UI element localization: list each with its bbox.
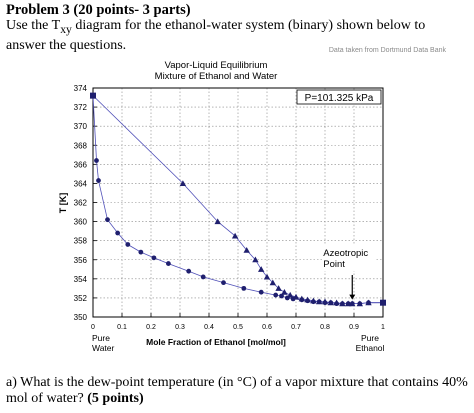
problem-intro: Use the Txy diagram for the ethanol-wate…	[6, 18, 468, 54]
y-tick-label: 356	[74, 256, 88, 265]
dew-point-marker	[356, 300, 363, 307]
dew-point-marker	[292, 293, 300, 300]
y-tick-label: 352	[74, 294, 88, 303]
y-tick-label: 366	[74, 160, 88, 169]
y-tick-label: 368	[74, 141, 88, 150]
bubble-point	[166, 261, 171, 266]
x-tick-label: 0.7	[291, 324, 301, 331]
y-tick-label: 362	[74, 199, 88, 208]
x-tick-label: 0.8	[320, 324, 330, 331]
dew-point-marker	[269, 279, 276, 286]
problem-title: Problem 3 (20 points- 3 parts)	[6, 2, 191, 18]
bubble-point	[186, 268, 192, 274]
y-tick-label: 370	[74, 122, 88, 131]
bubble-point	[96, 178, 101, 183]
dew-point-marker	[179, 180, 187, 186]
bubble-point	[115, 230, 121, 236]
x-tick-label: 0.2	[146, 324, 156, 331]
bubble-point	[125, 242, 131, 247]
bubble-point	[94, 158, 99, 163]
x-tick-label: 1	[381, 324, 385, 331]
bubble-point	[138, 249, 144, 255]
bubble-point	[258, 289, 264, 295]
pressure-box	[296, 89, 382, 105]
x-tick-label: 0.3	[175, 324, 185, 331]
dew-point-marker	[231, 232, 239, 239]
bubble-point	[273, 292, 279, 298]
dew-point-marker	[316, 298, 323, 305]
y-axis-label: T [K]	[58, 193, 68, 214]
bubble-point	[221, 280, 226, 286]
dew-point-marker	[214, 218, 221, 225]
dew-point-marker	[333, 299, 340, 306]
bubble-point	[279, 293, 284, 299]
y-tick-label: 358	[74, 237, 88, 246]
dew-point-marker	[252, 256, 259, 263]
azeotrope-arrow-head	[349, 294, 356, 300]
x-end-right-label: Ethanol	[356, 343, 385, 353]
question-a-points: (5 points)	[87, 391, 144, 406]
dew-point-marker	[258, 266, 265, 272]
bubble-point	[200, 274, 206, 280]
x-tick-label: 0	[91, 324, 95, 331]
dew-point-marker	[263, 273, 271, 280]
dew-point-marker	[349, 300, 356, 307]
x-end-left-label: Water	[92, 343, 115, 353]
intro-text-end: diagram for the ethanol-water system (bi…	[6, 18, 426, 53]
azeotrope-annotation-label: Point	[323, 259, 345, 270]
x-tick-label: 0.6	[262, 324, 272, 331]
question-a: a) What is the dew-point temperature (in…	[6, 375, 468, 407]
annotation-background	[322, 245, 377, 271]
x-tick-label: 0.5	[233, 324, 243, 331]
question-a-text: a) What is the dew-point temperature (in…	[6, 375, 468, 406]
dew-point-marker	[243, 247, 250, 253]
x-tick-label: 0.9	[349, 324, 359, 331]
dew-point-marker	[281, 288, 288, 295]
dew-point-marker	[298, 295, 305, 302]
bubble-point	[105, 217, 110, 223]
x-tick-label: 0.1	[117, 324, 127, 331]
dew-point-marker	[310, 297, 317, 304]
intro-text-start: Use the T	[6, 18, 61, 33]
chart-title: Vapor-Liquid Equilibrium	[165, 60, 268, 71]
y-tick-label: 354	[74, 275, 88, 284]
pure-ethanol-marker	[380, 299, 386, 306]
dew-point-marker	[287, 291, 294, 298]
azeotrope-annotation-label: Azeotropic	[323, 248, 368, 259]
y-tick-label: 360	[74, 218, 88, 227]
x-axis-label: Mole Fraction of Ethanol [mol/mol]	[146, 337, 286, 347]
dew-point-marker	[321, 298, 329, 305]
dew-point-marker	[345, 300, 352, 307]
pressure-label: P=101.325 kPa	[305, 93, 374, 104]
dew-point-marker	[339, 300, 346, 307]
dew-point-marker	[327, 299, 334, 306]
dew-point-marker	[304, 296, 311, 303]
x-end-right-label: Pure	[361, 333, 379, 343]
y-tick-label: 374	[74, 84, 88, 93]
bubble-point	[241, 285, 247, 291]
y-tick-label: 372	[74, 103, 88, 112]
chart-subtitle: Mixture of Ethanol and Water	[155, 71, 278, 82]
y-tick-label: 350	[74, 313, 88, 322]
pure-water-marker	[90, 92, 96, 99]
bubble-point	[151, 255, 157, 261]
y-tick-label: 364	[74, 179, 88, 188]
dew-point-marker	[275, 285, 282, 291]
x-tick-label: 0.4	[204, 324, 214, 331]
source-note: Data taken from Dortmund Data Bank	[329, 47, 447, 54]
dew-point-marker	[365, 299, 372, 306]
x-end-left-label: Pure	[92, 333, 110, 343]
intro-subscript: xy	[60, 22, 72, 36]
